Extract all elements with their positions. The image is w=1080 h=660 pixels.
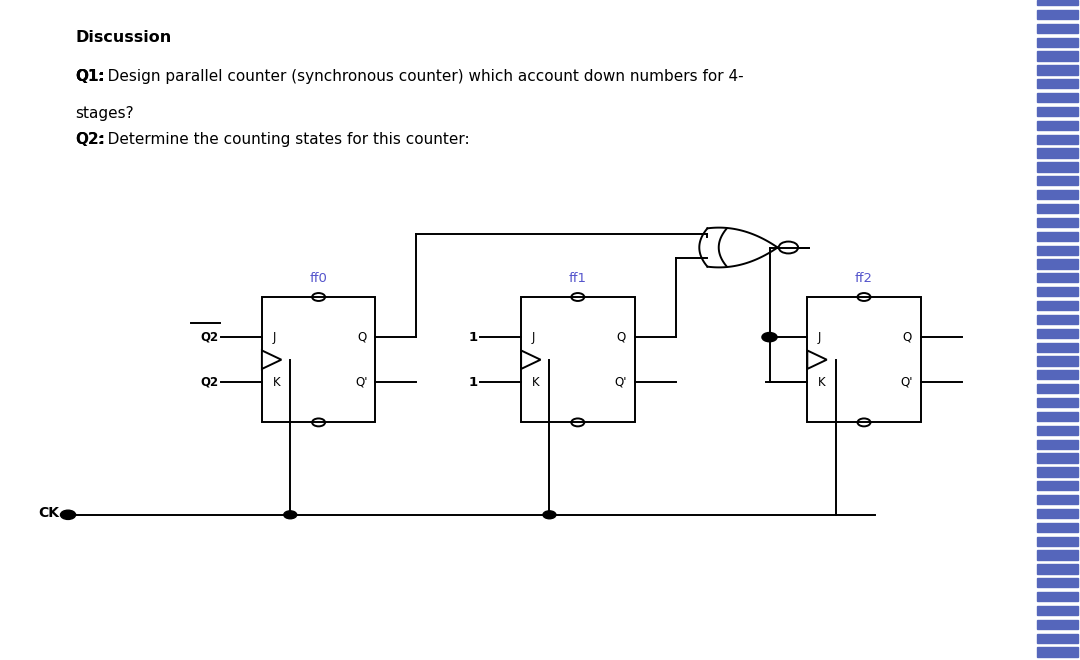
Bar — [1037, 301, 1078, 310]
Bar — [1037, 259, 1078, 269]
Bar — [261, 297, 376, 422]
Bar — [1037, 453, 1078, 463]
Text: ff1: ff1 — [569, 272, 586, 285]
Bar — [1037, 384, 1078, 393]
Text: Q: Q — [357, 331, 366, 344]
Text: Q1:: Q1: — [76, 69, 106, 84]
Text: Q2: Q2 — [201, 376, 218, 389]
Text: 1: 1 — [469, 376, 478, 389]
Text: K: K — [819, 376, 826, 389]
Text: J: J — [532, 331, 536, 344]
Bar — [808, 297, 920, 422]
Text: Q2: Q2 — [201, 331, 218, 344]
Bar — [1037, 370, 1078, 380]
Polygon shape — [808, 350, 827, 369]
Bar — [1037, 121, 1078, 130]
Bar — [1037, 620, 1078, 629]
Bar — [1037, 495, 1078, 504]
Bar — [1037, 162, 1078, 172]
Bar — [1037, 509, 1078, 518]
Bar — [522, 297, 635, 422]
Bar — [1037, 38, 1078, 47]
Bar — [1037, 356, 1078, 366]
Text: ff0: ff0 — [310, 272, 327, 285]
Bar — [1037, 24, 1078, 33]
Text: Q1: Design parallel counter (synchronous counter) which account down numbers for: Q1: Design parallel counter (synchronous… — [76, 69, 743, 84]
Bar — [1037, 606, 1078, 615]
Bar — [1037, 315, 1078, 324]
Bar — [1037, 218, 1078, 227]
Text: J: J — [819, 331, 822, 344]
Bar — [1037, 412, 1078, 421]
Bar — [1037, 647, 1078, 657]
Bar — [1037, 537, 1078, 546]
Bar — [1037, 467, 1078, 477]
Text: J: J — [272, 331, 276, 344]
Text: Q: Q — [617, 331, 626, 344]
Bar — [1037, 523, 1078, 532]
Bar — [1037, 107, 1078, 116]
Bar — [1037, 176, 1078, 185]
Bar — [1037, 65, 1078, 75]
Text: K: K — [272, 376, 281, 389]
Bar — [1037, 550, 1078, 560]
Text: Discussion: Discussion — [76, 30, 172, 45]
Circle shape — [762, 333, 778, 342]
Bar — [1037, 51, 1078, 61]
Bar — [1037, 592, 1078, 601]
Bar — [1037, 440, 1078, 449]
Bar — [1037, 343, 1078, 352]
Bar — [1037, 10, 1078, 19]
Text: Q2: Determine the counting states for this counter:: Q2: Determine the counting states for th… — [76, 132, 469, 147]
Bar — [1037, 481, 1078, 490]
Bar — [1037, 329, 1078, 338]
Bar — [1037, 578, 1078, 587]
Circle shape — [60, 510, 76, 519]
Bar — [1037, 634, 1078, 643]
Bar — [1037, 0, 1078, 5]
Text: ff2: ff2 — [855, 272, 873, 285]
Text: Q': Q' — [615, 376, 627, 389]
Text: Q': Q' — [901, 376, 914, 389]
Polygon shape — [261, 350, 282, 369]
Bar — [1037, 564, 1078, 574]
Text: Q2:: Q2: — [76, 132, 106, 147]
Bar — [1037, 232, 1078, 241]
Text: Q1:: Q1: — [76, 69, 106, 84]
Text: stages?: stages? — [76, 106, 134, 121]
Bar — [1037, 204, 1078, 213]
Text: K: K — [532, 376, 540, 389]
Bar — [1037, 426, 1078, 435]
Text: CK: CK — [39, 506, 59, 521]
Circle shape — [284, 511, 297, 519]
Bar — [1037, 246, 1078, 255]
Text: 1: 1 — [469, 331, 478, 344]
Bar — [1037, 398, 1078, 407]
Text: Q': Q' — [355, 376, 367, 389]
Bar — [1037, 273, 1078, 282]
Text: Q: Q — [903, 331, 913, 344]
Bar — [1037, 135, 1078, 144]
Bar — [1037, 93, 1078, 102]
Bar — [1037, 148, 1078, 158]
Bar — [1037, 287, 1078, 296]
Bar — [1037, 190, 1078, 199]
Polygon shape — [522, 350, 541, 369]
Circle shape — [543, 511, 556, 519]
Bar — [1037, 79, 1078, 88]
